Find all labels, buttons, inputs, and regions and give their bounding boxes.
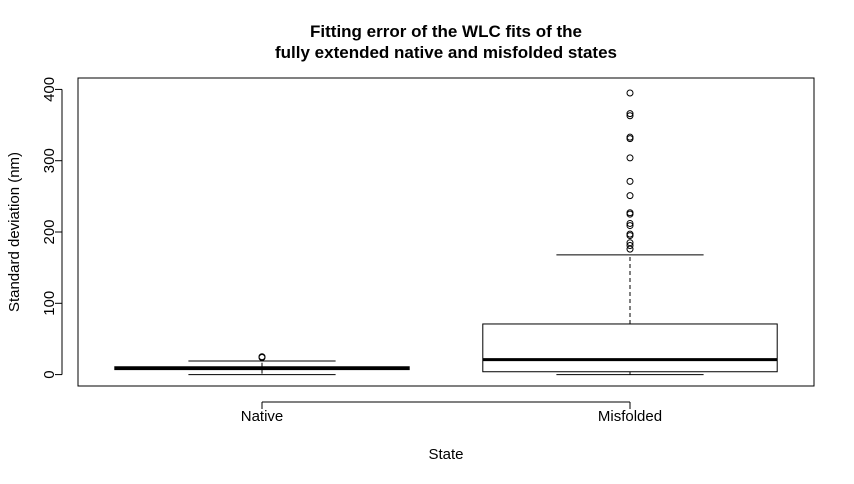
outlier-point [626,239,634,247]
outlier-point [626,89,634,97]
box-native [114,353,410,376]
chart-title-line1: Fitting error of the WLC fits of the [310,22,582,41]
outlier-point [626,192,634,200]
x-axis: Native Misfolded [241,401,662,425]
outlier-point [626,154,634,162]
outlier-point [258,353,266,361]
box-misfolded [482,89,778,376]
x-tick-label: Misfolded [598,408,662,425]
y-axis-label: Standard deviation (nm) [6,152,23,312]
outlier-point [626,222,634,230]
y-axis: 0 100 200 300 400 [41,77,63,379]
outlier-point [626,219,634,227]
outlier-point [626,177,634,185]
boxes [114,89,778,376]
plot-frame [77,77,815,387]
y-tick-label: 400 [41,77,58,102]
x-tick-label: Native [241,408,284,425]
outlier-point [626,112,634,120]
y-tick-label: 100 [41,291,58,316]
outlier-point [626,230,634,238]
x-axis-label: State [428,446,463,463]
y-tick-label: 200 [41,219,58,244]
outlier-point [626,209,634,217]
y-tick-label: 0 [41,370,58,378]
outlier-point [626,133,634,141]
y-tick-label: 300 [41,148,58,173]
outlier-point [626,110,634,118]
chart-title-line2: fully extended native and misfolded stat… [275,43,617,62]
iqr-box [482,323,778,373]
outlier-point [626,242,634,250]
